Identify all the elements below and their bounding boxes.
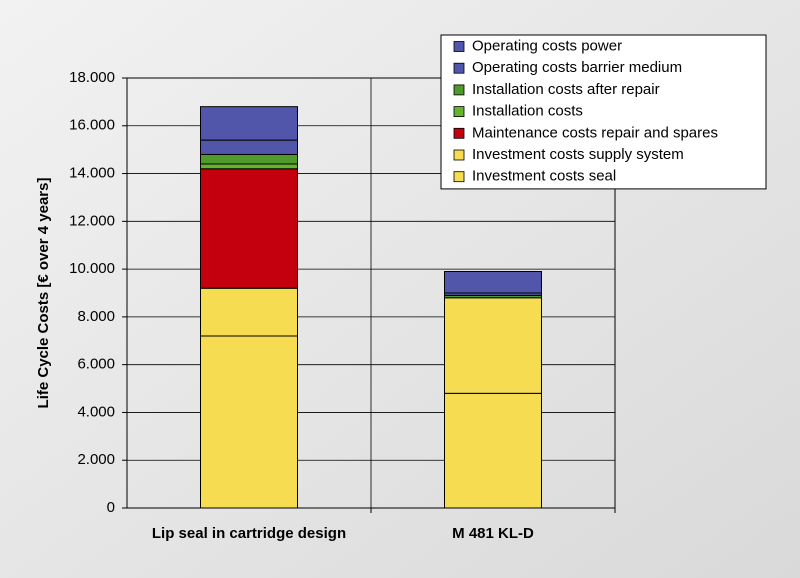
bar-segment — [200, 153, 298, 165]
bar-segment — [200, 168, 298, 289]
x-tick-label: M 481 KL-D — [452, 525, 534, 542]
legend-swatch — [453, 84, 465, 96]
bar-segment — [200, 335, 298, 509]
y-axis-label: Life Cycle Costs [€ over 4 years] — [35, 178, 52, 409]
legend-label: Operating costs power — [472, 37, 622, 54]
y-tick-label: 10.000 — [69, 260, 115, 277]
legend-swatch — [453, 62, 465, 74]
y-tick-label: 14.000 — [69, 165, 115, 182]
legend-swatch — [453, 106, 465, 117]
bar-segment — [200, 163, 298, 170]
y-tick-label: 16.000 — [69, 117, 115, 134]
bar-segment — [444, 392, 542, 509]
bar-segment — [444, 297, 542, 394]
x-tick-label: Lip seal in cartridge design — [152, 525, 346, 542]
bar-segment — [444, 271, 542, 294]
legend-label: Investment costs seal — [472, 168, 616, 185]
bar-segment — [200, 139, 298, 155]
legend-swatch — [453, 41, 465, 52]
legend-label: Maintenance costs repair and spares — [472, 124, 718, 141]
y-tick-label: 18.000 — [69, 69, 115, 86]
y-tick-label: 0 — [107, 499, 115, 516]
bar-segment — [200, 287, 298, 337]
y-tick-label: 4.000 — [77, 403, 115, 420]
legend-label: Investment costs supply system — [472, 146, 684, 163]
y-tick-label: 8.000 — [77, 308, 115, 325]
legend-label: Installation costs — [472, 103, 583, 120]
legend-swatch — [453, 127, 465, 139]
bar-segment — [200, 106, 298, 141]
legend-swatch — [453, 171, 465, 183]
legend-label: Operating costs barrier medium — [472, 59, 682, 76]
legend — [440, 34, 767, 190]
y-tick-label: 12.000 — [69, 212, 115, 229]
y-tick-label: 6.000 — [77, 356, 115, 373]
legend-label: Installation costs after repair — [472, 81, 660, 98]
y-tick-label: 2.000 — [77, 451, 115, 468]
legend-swatch — [453, 149, 465, 161]
